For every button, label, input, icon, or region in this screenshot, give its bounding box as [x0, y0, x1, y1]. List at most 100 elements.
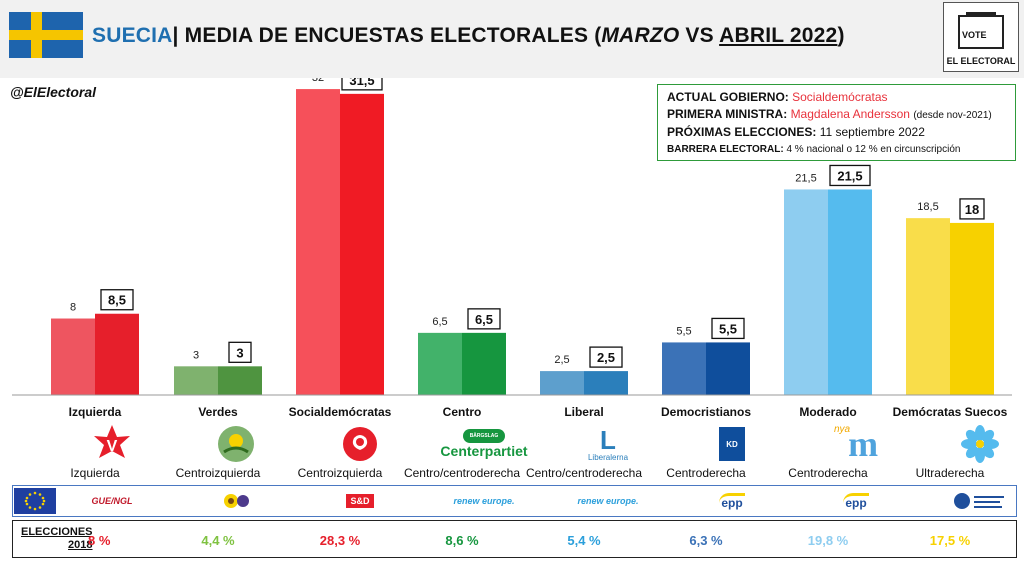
- results-2018-label: ELECCIONES 2018: [21, 526, 93, 551]
- value-box-abril-3: [467, 308, 501, 330]
- value-label-abril-3: 6,5: [475, 312, 493, 327]
- header-bar: SUECIA| MEDIA DE ENCUESTAS ELECTORALES (…: [0, 0, 1024, 78]
- el-electoral-logo: VOTE EL ELECTORAL: [943, 2, 1019, 72]
- value-label-marzo-0: 8: [70, 302, 76, 314]
- red-star-v-icon: V: [94, 425, 130, 458]
- ideology-label-0: Izquierda: [70, 466, 120, 480]
- eu-group-renew-1: renew europe.: [453, 496, 515, 506]
- centerpartiet-logo: BÄRGSLAG POLITIK Centerpartiet: [422, 424, 546, 464]
- page-title: SUECIA| MEDIA DE ENCUESTAS ELECTORALES (…: [92, 24, 845, 47]
- pm-note: (desde nov-2021): [913, 110, 992, 121]
- value-box-abril-7: [959, 198, 985, 220]
- next-label: PRÓXIMAS ELECCIONES:: [667, 125, 817, 139]
- eu-group-epp-2: epp: [794, 488, 918, 514]
- ideology-label-1: Centroizquierda: [175, 466, 261, 480]
- result-2018-3: 8,6 %: [445, 533, 479, 548]
- value-label-abril-5: 5,5: [719, 321, 737, 336]
- ballot-slot-icon: [966, 12, 996, 16]
- ideology-label-4: Centro/centroderecha: [525, 466, 643, 480]
- info-box: ACTUAL GOBIERNO: Socialdemócratas PRIMER…: [657, 84, 1016, 161]
- category-label-1: Verdes: [198, 405, 238, 419]
- value-label-abril-0: 8,5: [108, 293, 126, 308]
- bar-abril-7: [950, 222, 994, 395]
- ballot-box-icon: [958, 15, 1004, 49]
- value-label-abril-4: 2,5: [597, 350, 615, 365]
- result-2018-4: 5,4 %: [567, 533, 601, 548]
- value-box-abril-1: [228, 341, 252, 363]
- next-value: 11 septiembre 2022: [819, 125, 925, 139]
- bar-marzo-1: [174, 366, 218, 395]
- liberal-l-icon: L: [600, 424, 616, 455]
- results-2018-box: ELECCIONES 2018: [12, 520, 1017, 558]
- vansterpartiet-logo: V: [50, 424, 174, 464]
- nya-text: nya: [833, 424, 851, 435]
- value-label-marzo-7: 18,5: [917, 201, 938, 213]
- bar-abril-1: [218, 366, 262, 395]
- title-country: SUECIA: [92, 24, 173, 47]
- blue-flower-icon: [961, 425, 999, 463]
- centerpartiet-wordmark: Centerpartiet: [440, 443, 528, 459]
- result-2018-0: 8 %: [88, 533, 111, 548]
- bar-abril-4: [584, 371, 628, 395]
- result-2018-5: 6,3 %: [689, 533, 723, 548]
- liberalerna-logo: L Liberalerna: [546, 424, 670, 464]
- socialdemokraterna-logo: [298, 424, 422, 464]
- eu-group-gue-ngl: GUE/NGL: [91, 496, 133, 506]
- value-box-abril-4: [589, 346, 623, 368]
- eu-group-epp-1: epp: [670, 488, 794, 514]
- sverigedemokraterna-logo: [918, 424, 1024, 464]
- ideology-label-3: Centro/centroderecha: [403, 466, 521, 480]
- value-label-marzo-2: 32: [312, 78, 324, 84]
- greens-efa-icon: [224, 494, 249, 508]
- value-box-abril-6: [829, 164, 871, 187]
- value-label-marzo-4: 2,5: [554, 354, 569, 366]
- twitter-handle: @ElElectoral: [10, 84, 97, 100]
- value-box-abril-0: [100, 289, 134, 311]
- eu-group-greens: [174, 488, 298, 514]
- bar-abril-3: [462, 332, 506, 395]
- value-label-abril-2: 31,5: [349, 78, 374, 88]
- gov-value: Socialdemócratas: [792, 90, 888, 104]
- value-label-abril-1: 3: [236, 345, 243, 360]
- ideology-label-7: Ultraderecha: [915, 466, 985, 480]
- sunflower-icon: [218, 426, 254, 462]
- bar-abril-5: [706, 342, 750, 395]
- ideology-label-5: Centroderecha: [666, 466, 746, 480]
- pm-value: Magdalena Andersson: [790, 107, 910, 121]
- category-label-3: Centro: [442, 405, 482, 419]
- barrier-value: 4 % nacional o 12 % en circunscripción: [786, 144, 961, 155]
- value-label-abril-6: 21,5: [837, 168, 862, 183]
- bar-marzo-2: [296, 89, 340, 395]
- category-label-7: Demócratas Suecos: [892, 405, 1008, 419]
- eu-flag-icon: [14, 488, 56, 514]
- value-label-marzo-1: 3: [193, 349, 199, 361]
- bar-marzo-4: [540, 371, 584, 395]
- kristdemokraterna-logo: KD: [670, 424, 794, 464]
- centerpartiet-badge-icon: BÄRGSLAG POLITIK: [463, 429, 505, 453]
- bar-marzo-7: [906, 218, 950, 395]
- svg-text:V: V: [107, 438, 118, 455]
- result-2018-6: 19,8 %: [807, 533, 849, 548]
- result-2018-2: 28,3 %: [319, 533, 361, 548]
- category-label-5: Democristianos: [660, 405, 752, 419]
- eu-group-ecr: [918, 488, 1024, 514]
- result-2018-7: 17,5 %: [929, 533, 971, 548]
- eu-group-renew-2: renew europe.: [577, 496, 639, 506]
- rose-icon: [343, 427, 377, 461]
- poll-bar-chart: 8 8,5 3 3 32 31,5 6,5 6,5 2,5 2,5 5,5 5,5 21,5 21,5 18…: [12, 78, 1012, 396]
- bar-abril-0: [95, 313, 139, 395]
- ideology-label-2: Centroizquierda: [297, 466, 383, 480]
- sweden-flag-icon: [9, 12, 83, 58]
- ecr-icon: [954, 493, 1004, 509]
- moderaterna-logo: nya m: [794, 424, 918, 464]
- category-label-2: Socialdemócratas: [288, 405, 392, 419]
- liberalerna-wordmark: Liberalerna: [587, 452, 629, 462]
- category-label-6: Moderado: [799, 405, 857, 419]
- eu-group-sd: S&D: [298, 488, 422, 514]
- value-label-marzo-5: 5,5: [676, 325, 691, 337]
- result-2018-1: 4,4 %: [201, 533, 235, 548]
- ideology-label-6: Centroderecha: [788, 466, 868, 480]
- value-label-marzo-6: 21,5: [795, 172, 816, 184]
- category-label-4: Liberal: [564, 405, 604, 419]
- kd-square-icon: KD: [719, 427, 745, 461]
